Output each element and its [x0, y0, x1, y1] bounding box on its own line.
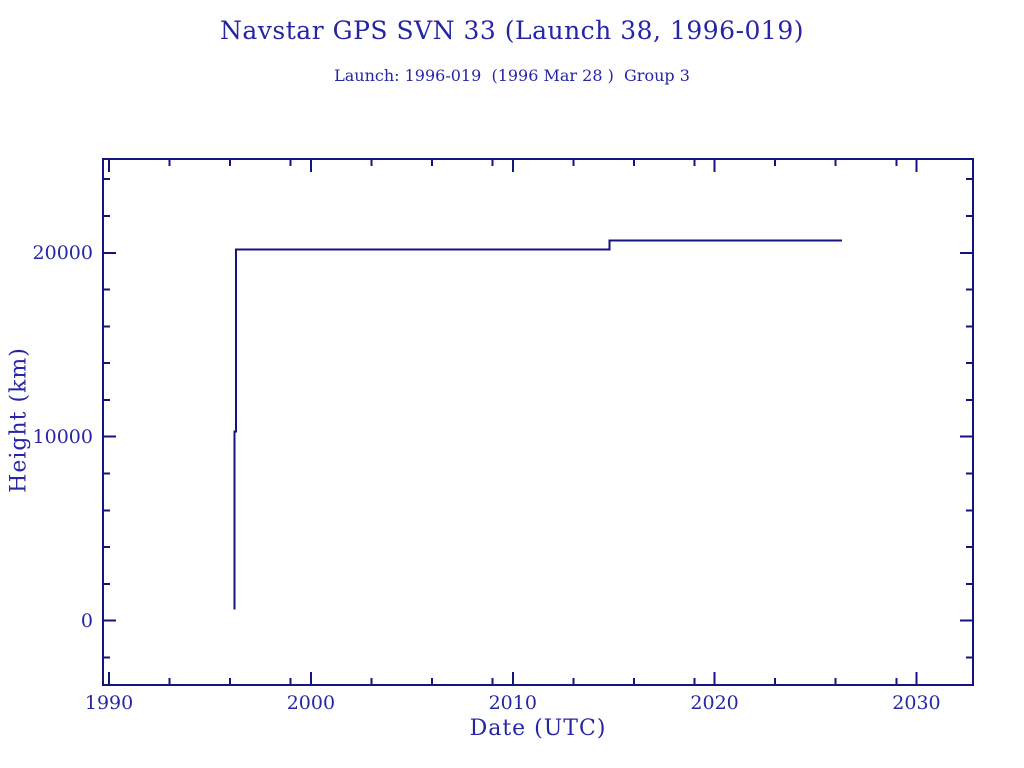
x-tick-label: 2000	[286, 692, 336, 714]
x-tick-label: 1990	[84, 692, 134, 714]
y-tick-label: 0	[80, 609, 93, 632]
x-tick-label: 2030	[892, 692, 941, 714]
chart-title: Navstar GPS SVN 33 (Launch 38, 1996-019)	[220, 16, 804, 45]
axis-ticks	[103, 159, 973, 685]
y-tick-label: 10000	[32, 425, 93, 448]
chart-subtitle: Launch: 1996-019 (1996 Mar 28 ) Group 3	[334, 66, 690, 85]
x-tick-label: 2010	[488, 692, 537, 714]
y-tick-label: 20000	[32, 241, 93, 264]
x-axis-label: Date (UTC)	[469, 716, 607, 741]
x-tick-label: 2020	[690, 692, 739, 714]
y-axis-label: Height (km)	[6, 347, 32, 493]
height-series-line	[233, 239, 842, 610]
plot-frame	[102, 158, 974, 686]
